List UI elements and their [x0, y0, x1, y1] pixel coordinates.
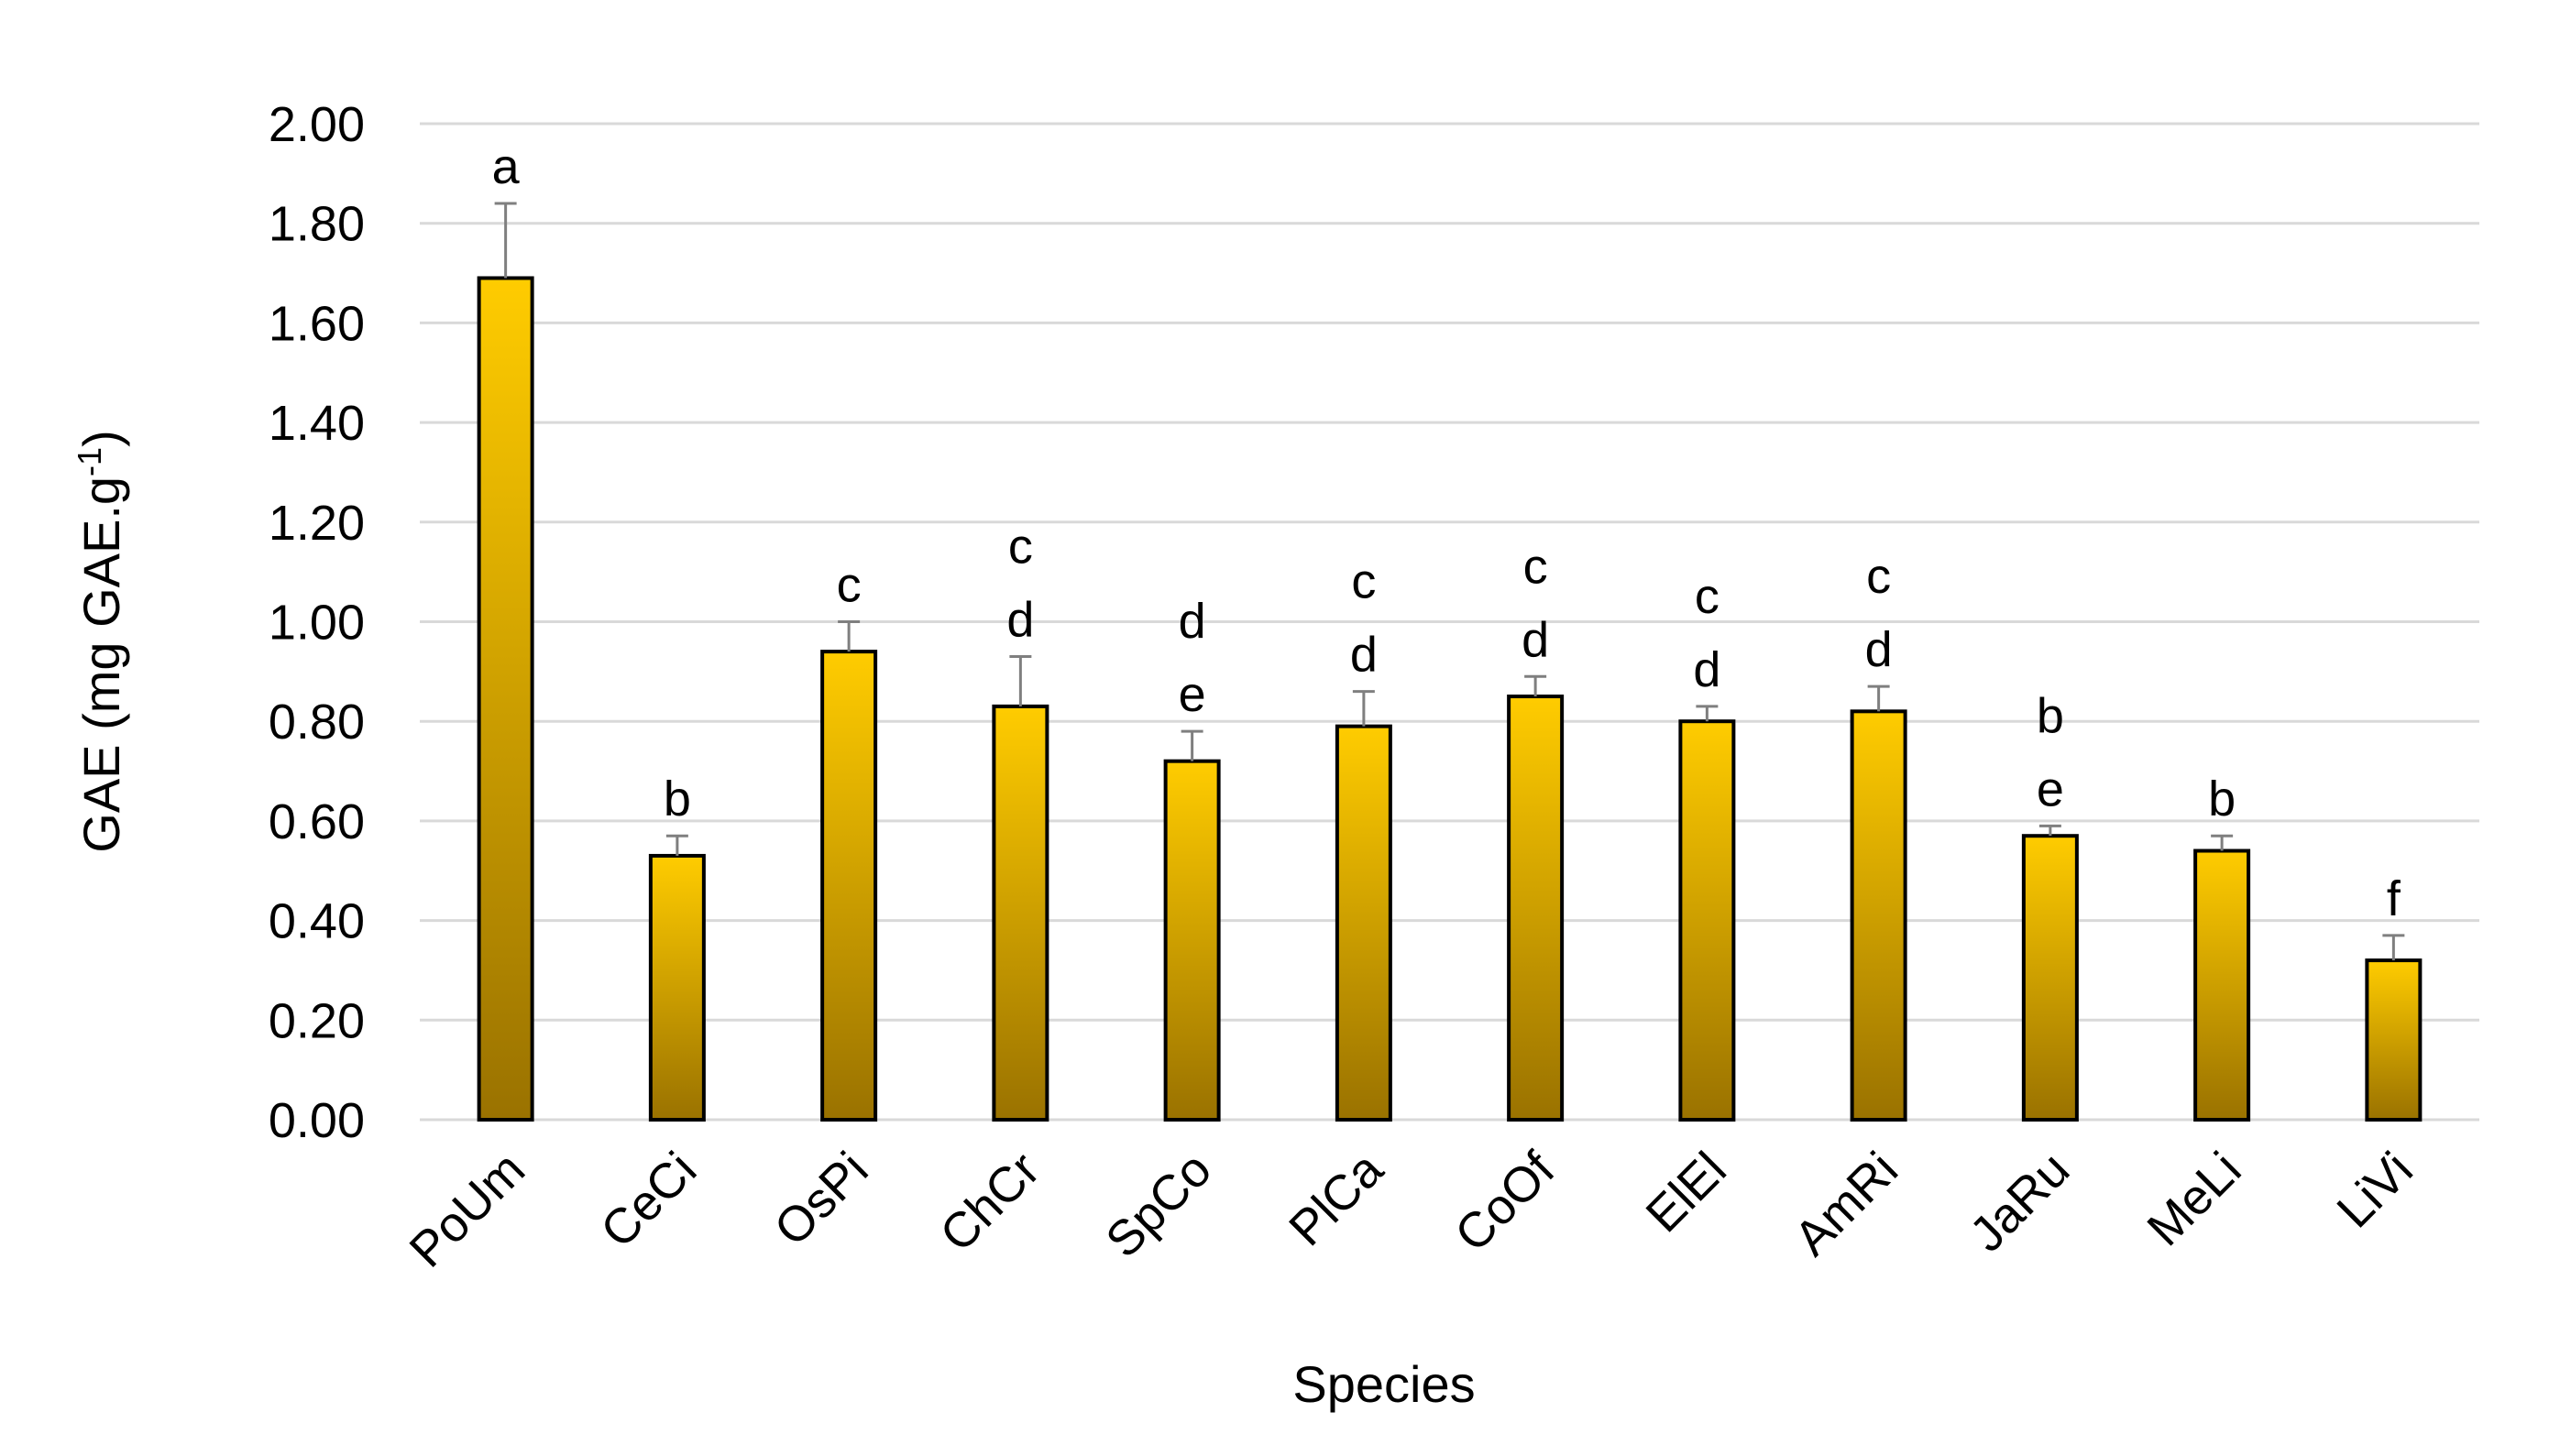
x-tick-label: CeCi [590, 1142, 707, 1258]
y-axis-title: GAE (mg GAE.g-1) [71, 430, 131, 852]
bar-livi [2365, 958, 2423, 1122]
x-tick-label: AmRi [1784, 1142, 1908, 1266]
significance-letter: c [1695, 569, 1719, 624]
bar-chcr [992, 704, 1049, 1122]
y-tick-label: 1.40 [269, 396, 365, 451]
x-tick-label: OsPi [764, 1142, 878, 1256]
y-tick-label: 0.40 [269, 894, 365, 949]
x-tick-label: ElEl [1636, 1142, 1737, 1243]
significance-letter: d [1522, 612, 1549, 667]
y-tick-label: 0.80 [269, 695, 365, 750]
significance-letter: d [1865, 622, 1893, 677]
significance-letter: d [1350, 628, 1378, 683]
x-axis-title: Species [1292, 1355, 1475, 1413]
bar-coof [1507, 695, 1565, 1122]
x-axis-ticks: PoUm CeCi OsPi ChCr SpCo PlCa CoOf ElEl AmRi JaRu… [400, 1141, 2423, 1277]
y-tick-label: 0.60 [269, 794, 365, 849]
significance-letter: f [2387, 871, 2401, 926]
y-tick-label: 1.20 [269, 496, 365, 551]
x-tick-label: CoOf [1445, 1141, 1566, 1262]
y-tick-label: 0.00 [269, 1093, 365, 1148]
y-tick-label: 2.00 [269, 97, 365, 152]
x-tick-label: MeLi [2137, 1142, 2251, 1256]
bar-spco [1163, 759, 1221, 1122]
bar-poum [477, 276, 534, 1122]
y-axis-title-sup: -1 [71, 447, 108, 476]
significance-letter: c [1008, 520, 1033, 575]
significance-letter: d [1006, 593, 1034, 648]
y-tick-label: 1.00 [269, 596, 365, 651]
significance-letter: b [2208, 772, 2236, 827]
x-tick-label: LiVi [2326, 1142, 2423, 1238]
y-axis-ticks: 0.00 0.20 0.40 0.60 0.80 1.00 1.20 1.40 1.60 1.80… [269, 97, 365, 1148]
significance-letter: c [1351, 554, 1376, 609]
y-tick-label: 1.60 [269, 296, 365, 351]
significance-letter: d [1179, 594, 1206, 649]
bar-ceci [648, 853, 706, 1122]
significance-letter: e [2037, 761, 2064, 816]
significance-letter: e [1179, 667, 1206, 722]
bar-ospi [820, 650, 878, 1122]
gridlines [420, 122, 2479, 1122]
bar-meli [2193, 848, 2251, 1122]
significance-letter: c [1866, 549, 1891, 604]
y-axis-title-main: GAE (mg GAE.g [72, 476, 130, 853]
x-tick-label: PlCa [1279, 1141, 1394, 1256]
significance-letter: a [492, 139, 521, 194]
y-tick-label: 1.80 [269, 197, 365, 252]
significance-letter: b [2037, 688, 2064, 743]
bar-amri [1850, 709, 1907, 1122]
significance-letter: c [1523, 539, 1548, 594]
y-tick-label: 0.20 [269, 993, 365, 1048]
significance-letter: c [837, 558, 862, 613]
x-tick-label: ChCr [929, 1142, 1050, 1263]
x-tick-label: JaRu [1960, 1142, 2081, 1263]
significance-letter: b [664, 772, 691, 827]
bar-jaru [2021, 834, 2079, 1122]
bar-plca [1335, 724, 1392, 1122]
bar-elel [1678, 719, 1736, 1122]
x-tick-label: PoUm [400, 1142, 536, 1278]
significance-letter: d [1693, 642, 1720, 697]
y-axis-title-end: ) [72, 430, 130, 447]
x-tick-label: SpCo [1095, 1142, 1222, 1268]
